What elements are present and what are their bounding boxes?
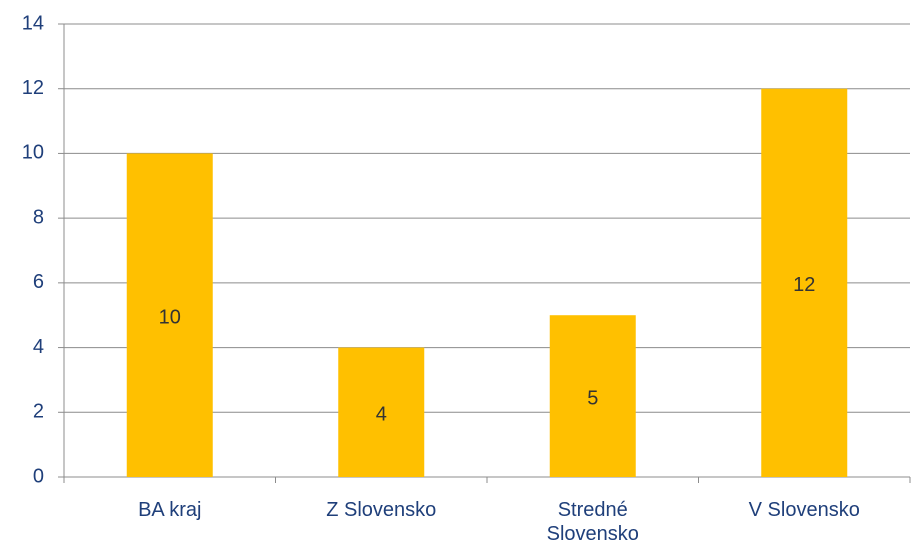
y-tick-label: 10 — [22, 142, 44, 164]
bar — [338, 347, 425, 477]
data-label: 10 — [159, 306, 181, 328]
bar — [549, 315, 636, 477]
y-tick-label: 8 — [33, 206, 44, 228]
data-label: 5 — [587, 387, 598, 409]
y-tick-label: 6 — [33, 271, 44, 293]
bar — [761, 88, 848, 477]
data-label: 12 — [793, 274, 815, 296]
data-label: 4 — [376, 404, 387, 426]
x-tick-label: BA kraj — [138, 499, 202, 521]
bar — [126, 153, 213, 477]
x-tick-label: V Slovensko — [748, 499, 860, 521]
y-tick-label: 2 — [33, 401, 44, 423]
y-tick-label: 0 — [33, 465, 44, 487]
x-tick-label: Stredné Slovensko — [546, 499, 639, 545]
y-tick-label: 4 — [33, 336, 44, 358]
x-tick-label: Z Slovensko — [326, 499, 437, 521]
y-tick-label: 14 — [22, 12, 44, 34]
y-tick-label: 12 — [22, 77, 44, 99]
